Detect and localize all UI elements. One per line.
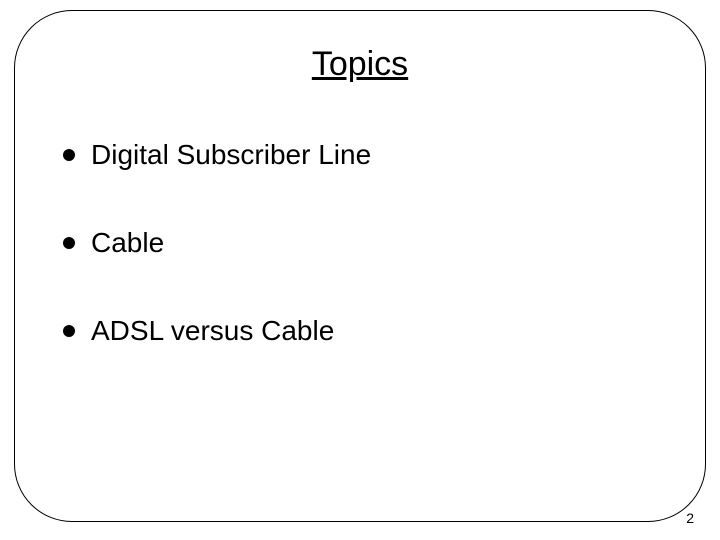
slide-title: Topics <box>15 45 705 84</box>
list-item: Cable <box>63 227 683 259</box>
bullet-list: Digital Subscriber Line Cable ADSL versu… <box>63 139 683 403</box>
bullet-text: Digital Subscriber Line <box>91 139 371 171</box>
bullet-icon <box>63 149 75 161</box>
page-number: 2 <box>686 510 694 526</box>
bullet-icon <box>63 237 75 249</box>
list-item: Digital Subscriber Line <box>63 139 683 171</box>
bullet-icon <box>63 325 75 337</box>
slide-frame: Topics Digital Subscriber Line Cable ADS… <box>14 10 706 522</box>
list-item: ADSL versus Cable <box>63 315 683 347</box>
bullet-text: ADSL versus Cable <box>91 315 334 347</box>
bullet-text: Cable <box>91 227 164 259</box>
